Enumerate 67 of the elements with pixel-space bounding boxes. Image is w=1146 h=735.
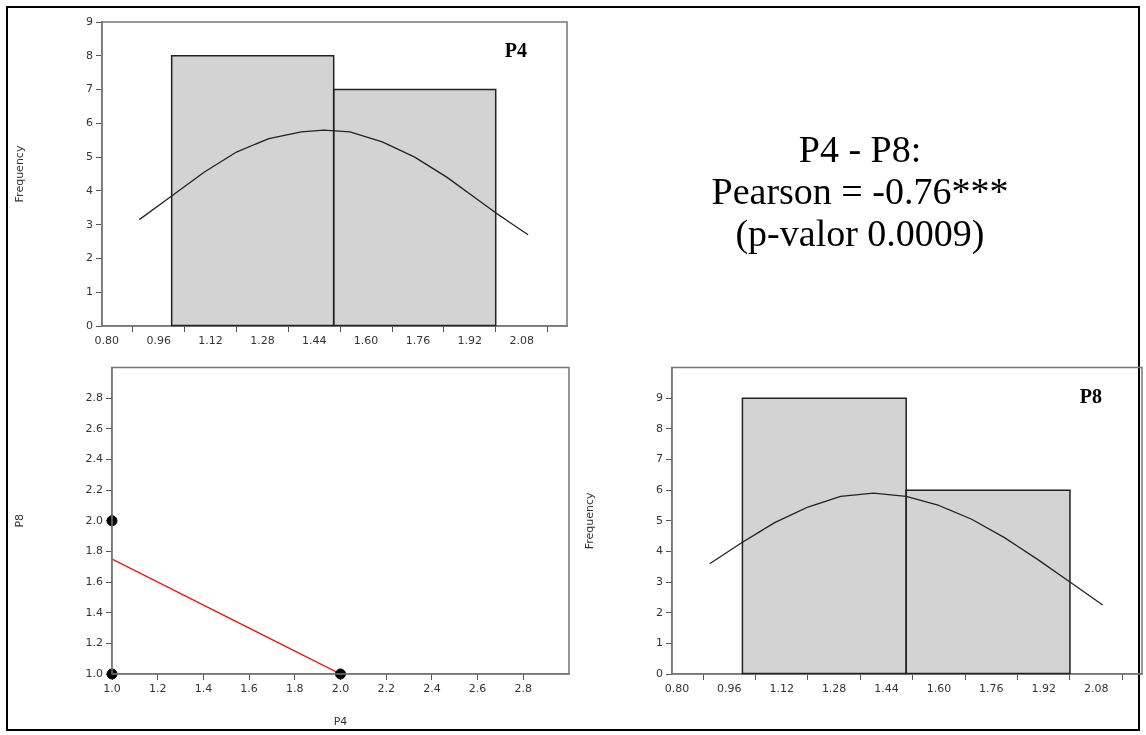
y-axis-title: P8 bbox=[13, 513, 27, 528]
x-tick-label: 2.2 bbox=[377, 682, 395, 696]
x-tick-label: 1.60 bbox=[926, 682, 952, 696]
x-tick-label: 1.92 bbox=[457, 334, 483, 348]
x-tick-label: 1.6 bbox=[240, 682, 258, 696]
x-tick-label: 1.8 bbox=[286, 682, 304, 696]
x-tick-label: 1.28 bbox=[250, 334, 275, 348]
y-tick-label: 8 bbox=[656, 421, 663, 435]
y-tick-label: 2.4 bbox=[85, 452, 103, 466]
text: (p-valor 0.0009) bbox=[734, 212, 986, 254]
x-tick-label: 0.80 bbox=[94, 334, 120, 348]
x-tick-label: 1.76 bbox=[979, 682, 1004, 696]
y-tick-label: 3 bbox=[656, 574, 663, 588]
y-tick-label: 2 bbox=[656, 605, 663, 619]
y-axis-title: Frequency bbox=[13, 145, 27, 203]
x-tick-label: 1.44 bbox=[302, 334, 327, 348]
y-tick-label: 2.2 bbox=[85, 483, 103, 497]
y-tick-label: 6 bbox=[656, 483, 663, 497]
x-tick-label: 0.96 bbox=[717, 682, 742, 696]
y-tick-label: 3 bbox=[86, 217, 93, 231]
y-tick-label: 6 bbox=[86, 116, 93, 130]
x-tick-label: 1.28 bbox=[821, 682, 847, 696]
x-tick-label: 1.12 bbox=[769, 682, 794, 696]
y-tick-label: 9 bbox=[86, 14, 93, 28]
y-tick-label: 2 bbox=[86, 251, 93, 265]
y-tick-label: 1.6 bbox=[85, 574, 103, 588]
x-tick-label: 1.12 bbox=[198, 334, 223, 348]
y-tick-label: 4 bbox=[86, 183, 93, 197]
x-tick-label: 1.76 bbox=[405, 334, 431, 348]
y-tick-label: 1 bbox=[656, 636, 663, 650]
x-tick-label: 1.44 bbox=[874, 682, 899, 696]
annotation: P4 bbox=[504, 39, 527, 62]
x-tick-label: 1.0 bbox=[103, 682, 121, 696]
y-tick-label: 5 bbox=[656, 513, 663, 527]
y-axis-title: Frequency bbox=[583, 491, 597, 550]
y-tick-label: 4 bbox=[656, 544, 663, 558]
x-tick-label: 1.2 bbox=[148, 682, 167, 696]
annotation: P8 bbox=[1079, 384, 1102, 407]
y-tick-label: 5 bbox=[86, 149, 93, 163]
y-tick-label: 0 bbox=[656, 666, 663, 680]
x-tick-label: 1.4 bbox=[194, 682, 213, 696]
x-tick-label: 2.0 bbox=[331, 682, 350, 696]
x-tick-label: 0.80 bbox=[664, 682, 690, 696]
x-axis-title: P4 bbox=[333, 715, 348, 729]
x-tick-label: 2.8 bbox=[514, 682, 533, 696]
x-tick-label: 2.6 bbox=[468, 682, 487, 696]
x-tick-label: 2.08 bbox=[1083, 682, 1109, 696]
y-tick-label: 0 bbox=[86, 318, 93, 332]
y-tick-label: 1.8 bbox=[85, 544, 103, 558]
y-tick-label: 7 bbox=[656, 452, 663, 466]
y-tick-label: 8 bbox=[86, 48, 93, 62]
text: Pearson = -0.76*** bbox=[710, 170, 1010, 212]
y-tick-label: 1.4 bbox=[85, 605, 103, 619]
x-tick-label: 0.96 bbox=[146, 334, 171, 348]
x-tick-label: 2.08 bbox=[509, 334, 534, 348]
y-tick-label: 2.6 bbox=[85, 421, 103, 435]
text: P4 - P8: bbox=[797, 128, 923, 170]
y-tick-label: 7 bbox=[86, 82, 93, 96]
x-tick-label: 2.4 bbox=[423, 682, 441, 696]
y-tick-label: 2.0 bbox=[85, 513, 103, 527]
x-tick-label: 1.60 bbox=[353, 334, 379, 348]
y-tick-label: 1.0 bbox=[85, 666, 103, 680]
x-tick-label: 1.92 bbox=[1031, 682, 1056, 696]
y-tick-label: 2.8 bbox=[85, 391, 103, 405]
y-tick-label: 1.2 bbox=[85, 636, 103, 650]
y-tick-label: 9 bbox=[656, 391, 663, 405]
y-tick-label: 1 bbox=[86, 285, 93, 299]
